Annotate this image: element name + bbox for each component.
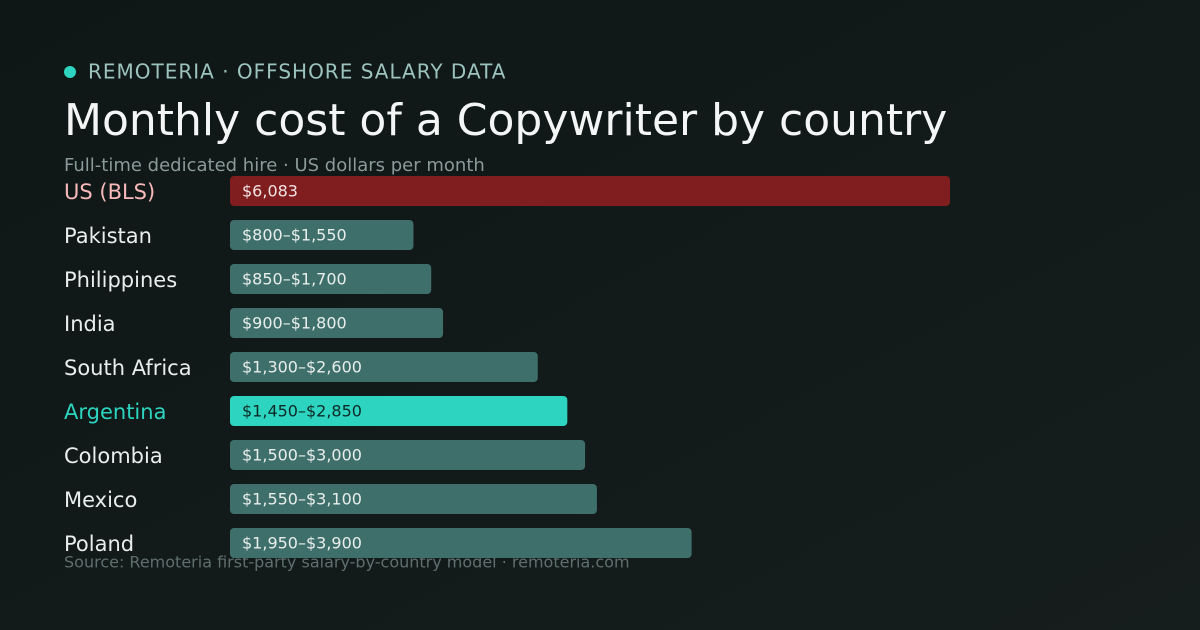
value-label: $900–$1,800 — [242, 314, 347, 333]
bar — [230, 264, 432, 294]
category-label: Poland — [64, 532, 134, 556]
bar — [230, 220, 414, 250]
bar — [230, 528, 692, 558]
chart-subtitle: Full-time dedicated hire · US dollars pe… — [64, 155, 485, 176]
category-label: Philippines — [64, 268, 177, 292]
category-label: Colombia — [64, 444, 163, 468]
bar — [230, 396, 568, 426]
bar — [230, 440, 586, 470]
value-label: $1,300–$2,600 — [242, 358, 362, 377]
value-label: $850–$1,700 — [242, 270, 347, 289]
category-label: US (BLS) — [64, 180, 155, 204]
value-label: $1,500–$3,000 — [242, 446, 362, 465]
value-label: $1,950–$3,900 — [242, 534, 362, 553]
bar — [230, 484, 597, 514]
value-label: $6,083 — [242, 182, 298, 201]
chart-title: Monthly cost of a Copywriter by country — [64, 95, 947, 146]
category-label: South Africa — [64, 356, 192, 380]
category-label: India — [64, 312, 116, 336]
bar — [230, 176, 950, 206]
category-label: Mexico — [64, 488, 137, 512]
value-label: $1,550–$3,100 — [242, 490, 362, 509]
bar — [230, 308, 444, 338]
value-label: $800–$1,550 — [242, 226, 347, 245]
bar — [230, 352, 538, 382]
category-label: Argentina — [64, 400, 166, 424]
value-label: $1,450–$2,850 — [242, 402, 362, 421]
eyebrow: REMOTERIA · OFFSHORE SALARY DATA — [88, 60, 506, 84]
category-label: Pakistan — [64, 224, 152, 248]
brand-dot — [64, 66, 76, 78]
